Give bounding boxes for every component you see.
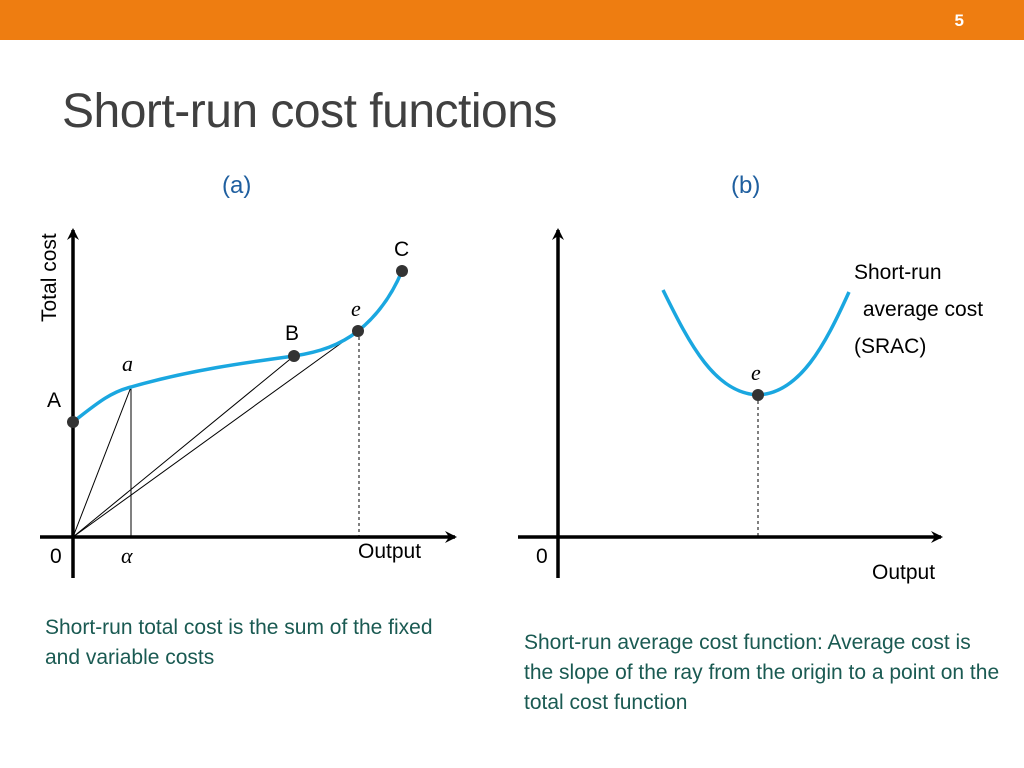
point-A-label: A: [47, 389, 61, 412]
panel-b-diagram: e 0 Output Short-run average cost (SRAC): [518, 228, 983, 584]
point-e-dot: [352, 325, 364, 337]
point-e-label-b: e: [751, 360, 761, 385]
caption-panel-b: Short-run average cost function: Average…: [524, 631, 1000, 714]
ray-to-B: [72, 355, 295, 538]
point-B-dot: [288, 350, 300, 362]
ray-to-e: [72, 330, 359, 538]
panel-a-origin-label: 0: [50, 545, 62, 568]
panel-a-output-label: Output: [358, 540, 421, 563]
point-a-label: a: [122, 351, 133, 376]
point-B-label: B: [285, 322, 299, 345]
point-e-dot-b: [752, 389, 764, 401]
point-A-dot: [67, 416, 79, 428]
panel-b-output-label: Output: [872, 561, 935, 584]
srac-label-line3: (SRAC): [854, 335, 926, 358]
point-C-dot: [396, 265, 408, 277]
page-number: 5: [954, 11, 964, 30]
point-C-label: C: [394, 238, 409, 261]
y-axis-label-total-cost: Total cost: [38, 233, 61, 322]
alpha-label: α: [121, 543, 133, 568]
point-e-label-a: e: [351, 296, 361, 321]
panel-b-origin-label: 0: [536, 545, 548, 568]
srac-label-line1: Short-run: [854, 261, 942, 284]
total-cost-curve: [71, 270, 404, 424]
caption-panel-a: Short-run total cost is the sum of the f…: [45, 616, 433, 669]
ray-to-a: [72, 386, 132, 538]
slide-title: Short-run cost functions: [62, 85, 557, 138]
panel-a-diagram: Total cost Output 0 α A a B e C: [38, 228, 457, 578]
srac-label-line2: average cost: [857, 298, 983, 321]
top-accent-bar: 5: [0, 0, 1024, 40]
panel-b-label: (b): [731, 172, 761, 199]
panel-a-label: (a): [222, 172, 252, 199]
